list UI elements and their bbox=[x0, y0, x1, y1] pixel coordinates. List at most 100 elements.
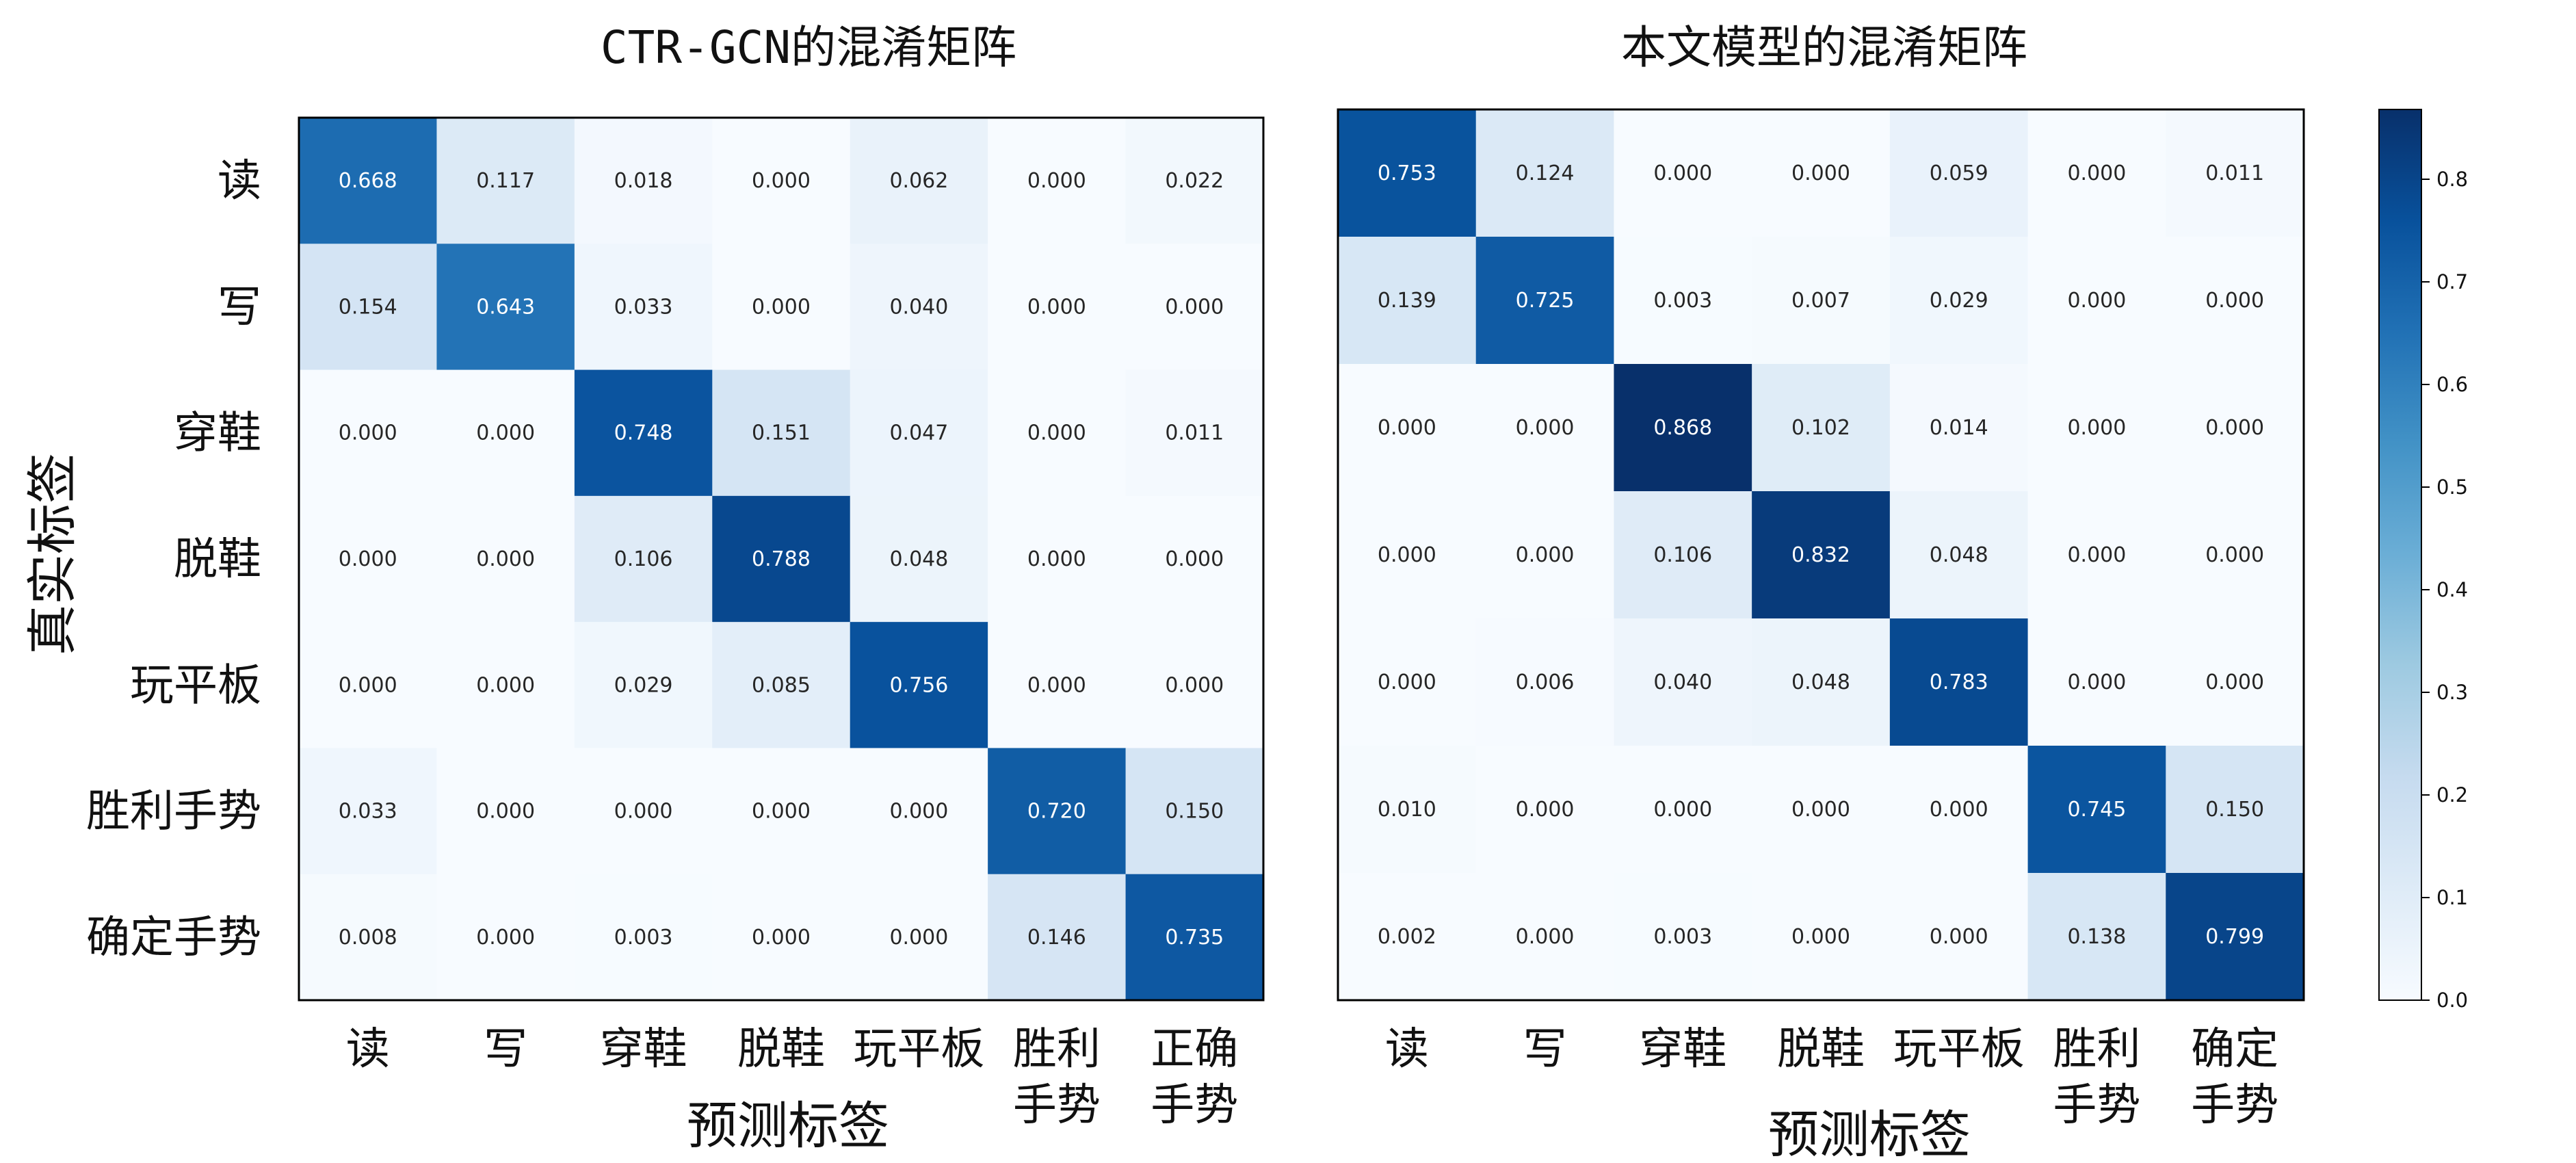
heatmap-cell bbox=[1614, 618, 1752, 746]
cell-value-label: 0.029 bbox=[614, 673, 673, 697]
heatmap-cell bbox=[1752, 491, 1891, 619]
cell-value-label: 0.048 bbox=[1791, 670, 1850, 694]
cell-value-label: 0.000 bbox=[1653, 161, 1712, 185]
heatmap-cell bbox=[1338, 491, 1477, 619]
heatmap-cell bbox=[2166, 237, 2304, 365]
heatmap-cell bbox=[2166, 109, 2304, 237]
x-tick-label: 写 bbox=[484, 1024, 527, 1075]
right-heatmap-panel: 本文模型的混淆矩阵 0.753 0.124 0.000 0.000 0.059 0.000… bbox=[1337, 21, 2305, 1163]
cell-value-label: 0.000 bbox=[2205, 543, 2264, 567]
x-tick-label: 胜利手势 bbox=[2053, 1024, 2140, 1131]
heatmap-cell bbox=[712, 748, 851, 875]
heatmap-cell bbox=[1752, 237, 1891, 365]
cell-value-label: 0.000 bbox=[1027, 673, 1086, 697]
heatmap-cell bbox=[1125, 118, 1264, 244]
heatmap-cell bbox=[1889, 364, 2029, 492]
heatmap-cell bbox=[988, 244, 1127, 371]
heatmap-cell bbox=[574, 874, 713, 1001]
heatmap-cell bbox=[1889, 746, 2029, 874]
heatmap-cell bbox=[1125, 748, 1264, 875]
colorbar-tick-label: 0.3 bbox=[2436, 681, 2468, 704]
x-tick-label: 脱鞋 bbox=[737, 1024, 825, 1075]
right-heatmap-cells: 0.753 0.124 0.000 0.000 0.059 0.000 0.011 0.139… bbox=[1338, 109, 2304, 1001]
cell-value-label: 0.146 bbox=[1027, 926, 1086, 950]
heatmap-cell bbox=[574, 118, 713, 244]
heatmap-cell bbox=[299, 874, 437, 1001]
cell-value-label: 0.000 bbox=[1027, 421, 1086, 445]
heatmap-cell bbox=[1125, 244, 1264, 371]
heatmap-cell bbox=[1752, 618, 1891, 746]
y-tick-label: 脱鞋 bbox=[174, 534, 261, 585]
heatmap-cell bbox=[299, 622, 437, 748]
heatmap-cell bbox=[436, 495, 575, 623]
cell-value-label: 0.000 bbox=[889, 800, 948, 824]
cell-value-label: 0.000 bbox=[1653, 798, 1712, 822]
y-tick-label: 穿鞋 bbox=[174, 408, 261, 459]
cell-value-label: 0.029 bbox=[1930, 289, 1988, 313]
cell-value-label: 0.000 bbox=[752, 926, 811, 950]
heatmap-cell bbox=[1125, 874, 1264, 1001]
cell-value-label: 0.000 bbox=[752, 295, 811, 319]
heatmap-cell bbox=[2027, 746, 2166, 874]
cell-value-label: 0.000 bbox=[2067, 161, 2126, 185]
cell-value-label: 0.018 bbox=[614, 169, 673, 193]
heatmap-cell bbox=[574, 369, 713, 497]
cell-value-label: 0.000 bbox=[2067, 670, 2126, 694]
heatmap-cell bbox=[2027, 491, 2166, 619]
colorbar-ticks: 0.0 0.1 0.2 0.3 0.4 0.5 0.6 0.7 0.8 bbox=[2421, 168, 2468, 1012]
cell-value-label: 0.011 bbox=[1165, 421, 1224, 445]
cell-value-label: 0.010 bbox=[1378, 798, 1436, 822]
cell-value-label: 0.000 bbox=[1930, 925, 1988, 949]
heatmap-cell bbox=[1475, 364, 1614, 492]
cell-value-label: 0.150 bbox=[2205, 798, 2264, 822]
cell-value-label: 0.643 bbox=[476, 295, 535, 319]
heatmap-cell bbox=[2027, 364, 2166, 492]
cell-value-label: 0.048 bbox=[1930, 543, 1988, 567]
heatmap-cell bbox=[436, 369, 575, 497]
cell-value-label: 0.151 bbox=[752, 421, 811, 445]
heatmap-cell bbox=[850, 118, 988, 244]
cell-value-label: 0.007 bbox=[1791, 289, 1850, 313]
colorbar-tick-label: 0.7 bbox=[2436, 270, 2468, 293]
cell-value-label: 0.000 bbox=[1516, 543, 1575, 567]
cell-value-label: 0.000 bbox=[1027, 295, 1086, 319]
heatmap-cell bbox=[1614, 491, 1752, 619]
heatmap-cell bbox=[850, 874, 988, 1001]
x-tick-label: 玩平板 bbox=[853, 1024, 984, 1075]
cell-value-label: 0.150 bbox=[1165, 800, 1224, 824]
heatmap-cell bbox=[2166, 364, 2304, 492]
cell-value-label: 0.003 bbox=[1653, 289, 1712, 313]
x-tick-label: 穿鞋 bbox=[1639, 1024, 1726, 1075]
x-tick-label: 读 bbox=[346, 1024, 390, 1075]
cell-value-label: 0.014 bbox=[1930, 416, 1988, 440]
heatmap-cell bbox=[850, 244, 988, 371]
colorbar-tick-label: 0.4 bbox=[2436, 578, 2468, 601]
cell-value-label: 0.000 bbox=[1378, 416, 1436, 440]
heatmap-cell bbox=[2027, 873, 2166, 1001]
cell-value-label: 0.748 bbox=[614, 421, 673, 445]
cell-value-label: 0.000 bbox=[476, 547, 535, 571]
x-tick-label: 正确手势 bbox=[1151, 1024, 1238, 1131]
heatmap-cell bbox=[574, 495, 713, 623]
heatmap-cell bbox=[1475, 109, 1614, 237]
colorbar-tick-label: 0.5 bbox=[2436, 475, 2468, 499]
y-tick-label: 玩平板 bbox=[130, 660, 261, 711]
left-chart-title: CTR-GCN的混淆矩阵 bbox=[601, 21, 1016, 74]
cell-value-label: 0.720 bbox=[1027, 800, 1086, 824]
colorbar-tick-label: 0.8 bbox=[2436, 168, 2468, 191]
heatmap-cell bbox=[436, 622, 575, 748]
cell-value-label: 0.000 bbox=[614, 800, 673, 824]
cell-value-label: 0.000 bbox=[1165, 673, 1224, 697]
cell-value-label: 0.000 bbox=[2205, 289, 2264, 313]
heatmap-cell bbox=[1338, 618, 1477, 746]
heatmap-cell bbox=[1614, 109, 1752, 237]
heatmap-cell bbox=[712, 244, 851, 371]
heatmap-cell bbox=[1752, 364, 1891, 492]
heatmap-cell bbox=[1475, 491, 1614, 619]
heatmap-cell bbox=[299, 244, 437, 371]
cell-value-label: 0.062 bbox=[889, 169, 948, 193]
heatmap-cell bbox=[988, 874, 1127, 1001]
heatmap-cell bbox=[2166, 491, 2304, 619]
cell-value-label: 0.022 bbox=[1165, 169, 1224, 193]
